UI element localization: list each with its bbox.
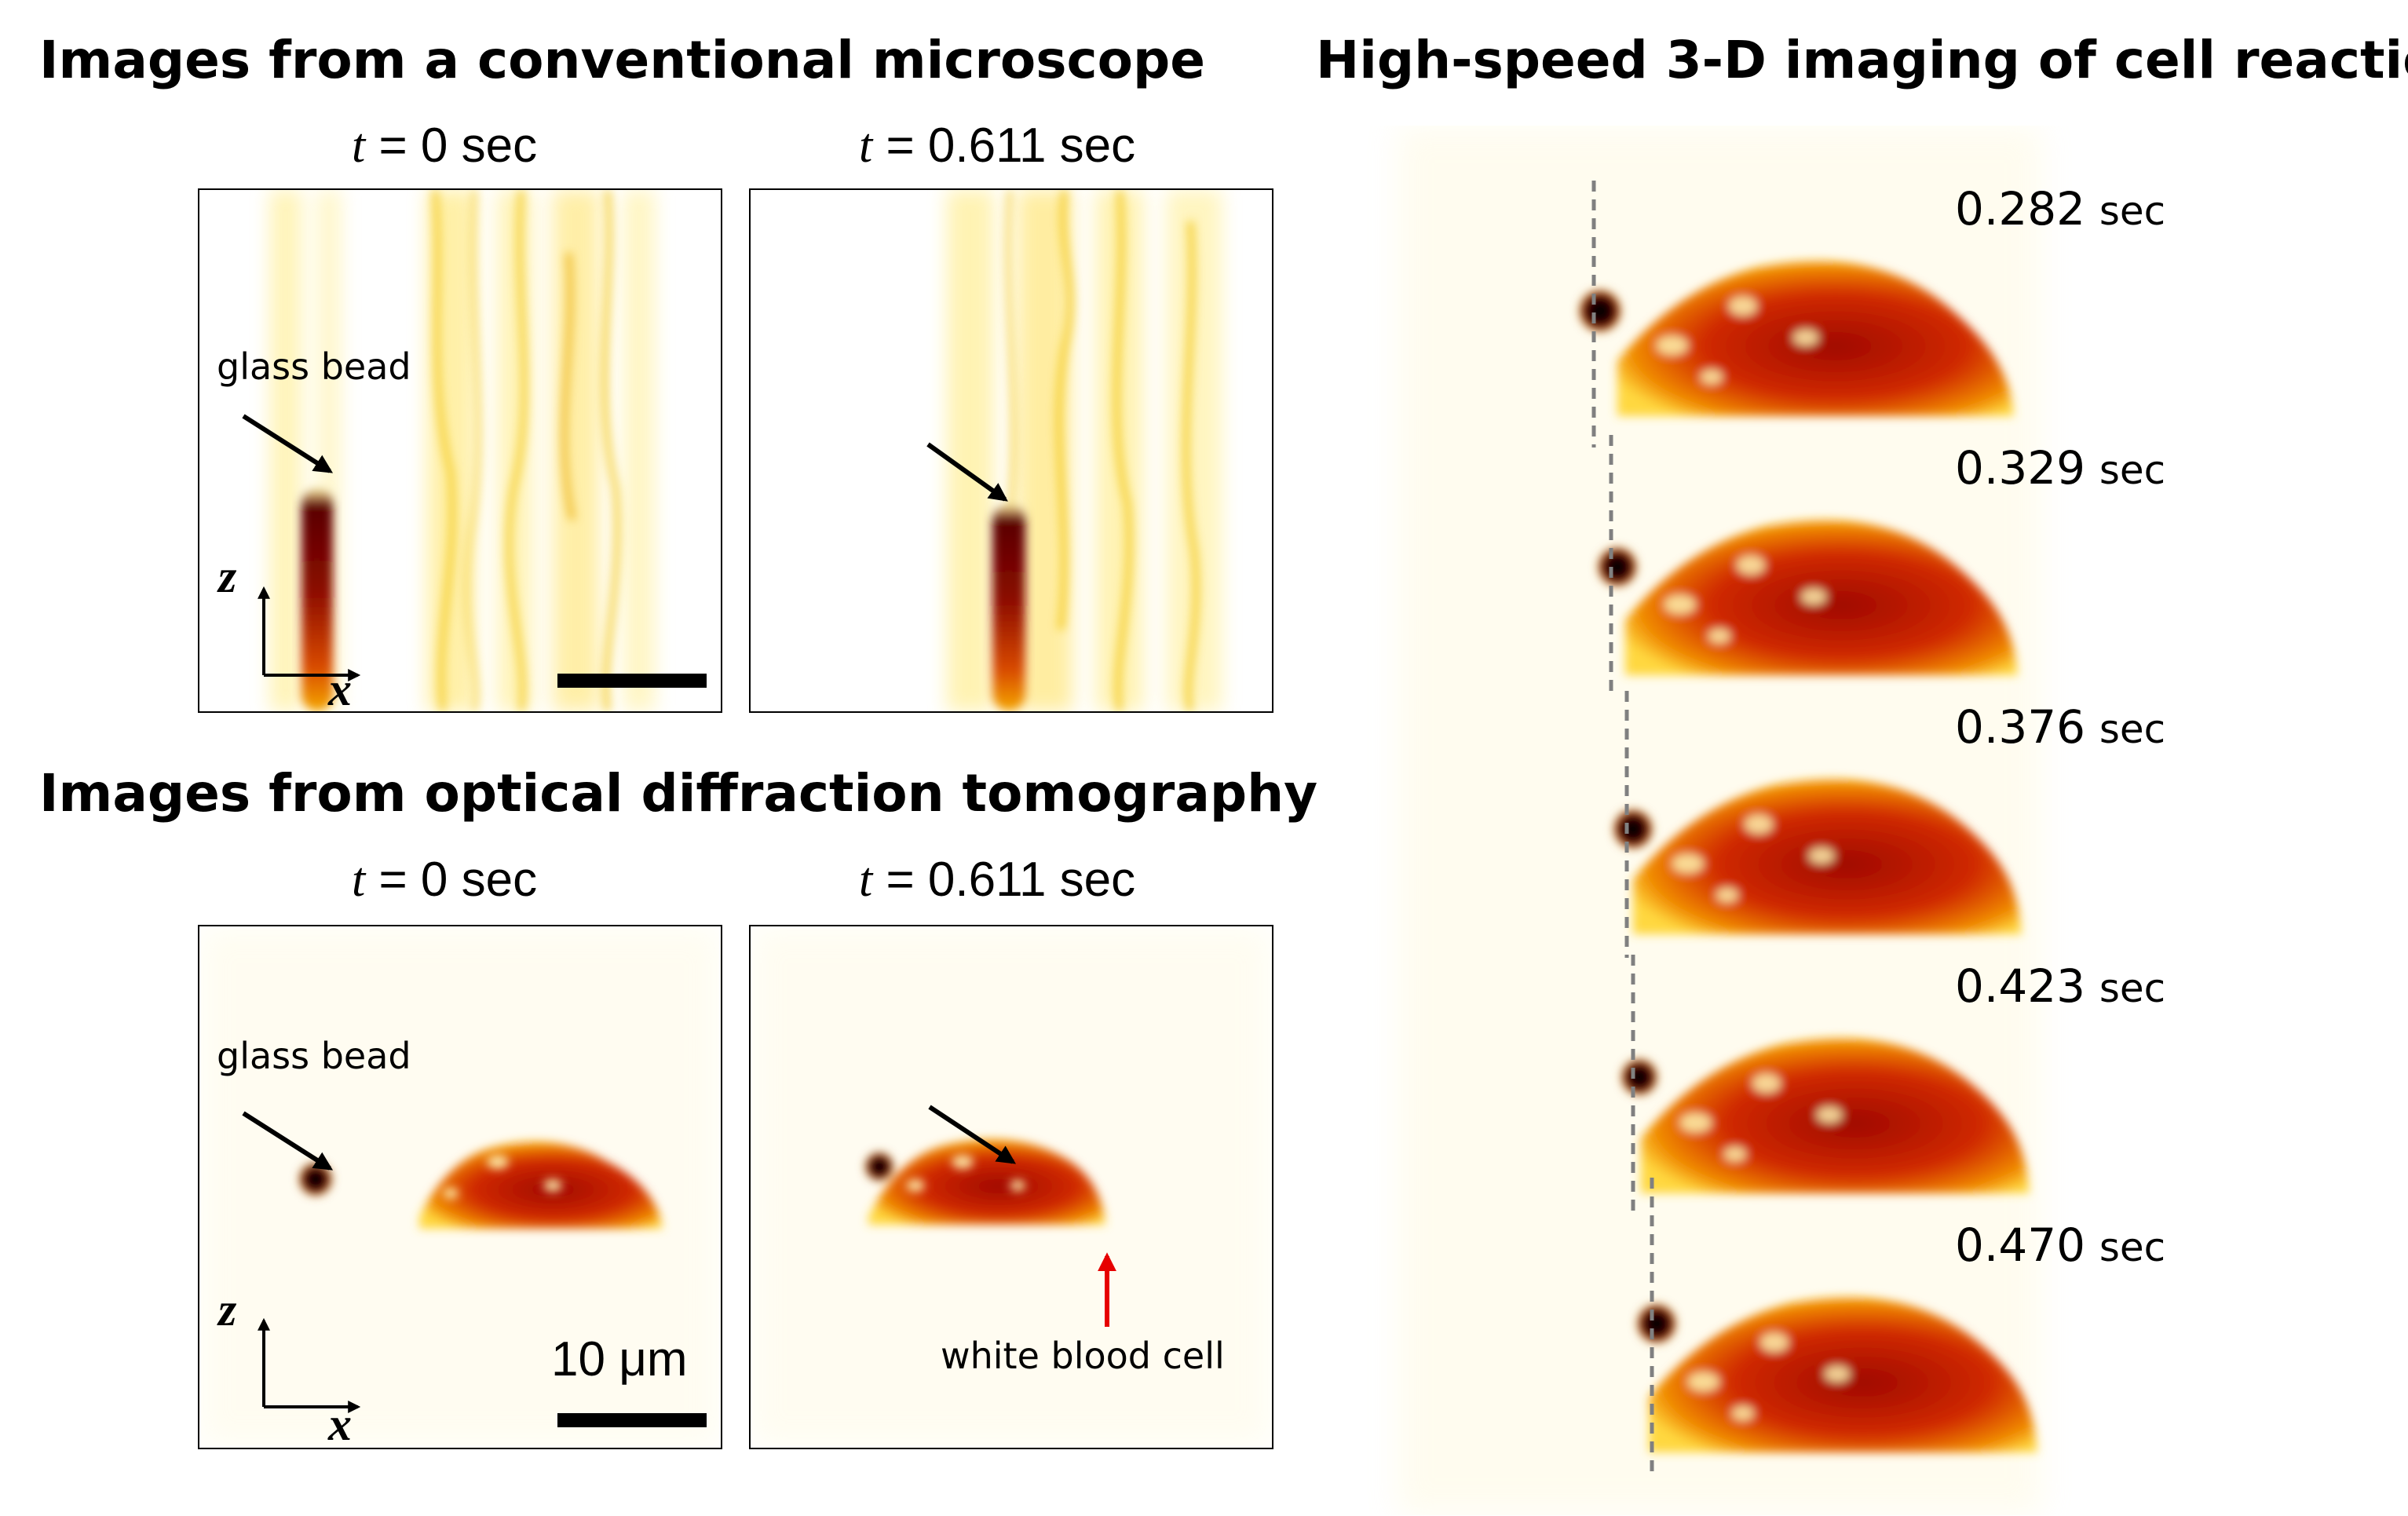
time-unit: sec — [2099, 447, 2166, 493]
highspeed-time-3: 0.376 sec — [1955, 700, 2165, 754]
odt-bead-arrow — [242, 1111, 334, 1171]
highspeed-frame-2 — [1597, 520, 2018, 675]
highspeed-time-4: 0.423 sec — [1955, 959, 2165, 1013]
conventional-bead-label: glass bead — [217, 345, 411, 388]
time-variable: t — [352, 853, 366, 907]
odt-image-t1-canvas — [751, 926, 1272, 1448]
time-unit: sec — [2099, 188, 2166, 234]
odt-time-label-t1: t = 0.611 sec — [859, 852, 1135, 908]
time-value: = 0.611 sec — [872, 119, 1136, 173]
highspeed-time-5: 0.470 sec — [1955, 1218, 2165, 1272]
odt-cell-arrow — [1098, 1252, 1116, 1327]
highspeed-image-canvas — [1398, 126, 2041, 1515]
odt-cell-label: white blood cell — [941, 1335, 1225, 1377]
time-unit: sec — [2099, 966, 2166, 1011]
conventional-bead-arrow-t1 — [926, 442, 1008, 502]
time-unit: sec — [2099, 1225, 2166, 1270]
conventional-axis-z-label: z — [218, 550, 237, 602]
odt-scale-bar — [557, 1413, 707, 1427]
highspeed-time-2: 0.329 sec — [1955, 441, 2165, 495]
odt-scale-label: 10 μm — [551, 1332, 688, 1386]
time-variable: t — [352, 119, 366, 173]
time-value: = 0.611 sec — [872, 853, 1136, 907]
highspeed-image-strip — [1303, 126, 2136, 1515]
conventional-image-t0-canvas — [270, 190, 655, 711]
conventional-scale-bar — [557, 674, 707, 688]
conventional-bead-arrow — [242, 414, 334, 473]
highspeed-frame-4 — [1621, 1038, 2030, 1193]
odt-bead-label: glass bead — [217, 1035, 411, 1077]
time-unit: sec — [2099, 707, 2166, 752]
odt-axes-icon — [258, 1317, 361, 1413]
time-value: = 0 sec — [365, 119, 538, 173]
odt-time-label-t0: t = 0 sec — [352, 852, 537, 908]
conventional-time-label-t1: t = 0.611 sec — [859, 118, 1135, 174]
odt-image-t0 — [198, 925, 722, 1449]
conventional-time-label-t0: t = 0 sec — [352, 118, 537, 174]
time-value: 0.329 — [1955, 441, 2086, 495]
highspeed-frame-3 — [1613, 779, 2022, 934]
odt-image-t1 — [749, 925, 1273, 1449]
conventional-image-t1 — [749, 188, 1273, 713]
highspeed-title: High-speed 3-D imaging of cell reaction — [1316, 30, 2408, 90]
time-value: 0.423 — [1955, 959, 2086, 1013]
conventional-image-t0 — [198, 188, 722, 713]
highspeed-frame-5 — [1636, 1297, 2037, 1452]
odt-bead-arrow-t1 — [928, 1105, 1017, 1164]
highspeed-frame-1 — [1578, 261, 2014, 416]
time-variable: t — [859, 853, 873, 907]
conventional-axes-icon — [258, 586, 361, 681]
conventional-image-t1-canvas — [947, 190, 1222, 711]
odt-image-t0-canvas — [199, 926, 721, 1448]
time-value: 0.376 — [1955, 700, 2086, 754]
odt-title: Images from optical diffraction tomograp… — [39, 763, 1318, 824]
odt-axis-z-label: z — [218, 1284, 237, 1335]
time-value: = 0 sec — [365, 853, 538, 907]
time-value: 0.282 — [1955, 182, 2086, 236]
highspeed-time-1: 0.282 sec — [1955, 182, 2165, 236]
time-variable: t — [859, 119, 873, 173]
conventional-title: Images from a conventional microscope — [39, 30, 1206, 90]
time-value: 0.470 — [1955, 1218, 2086, 1272]
conventional-axis-x-label: x — [328, 663, 352, 715]
